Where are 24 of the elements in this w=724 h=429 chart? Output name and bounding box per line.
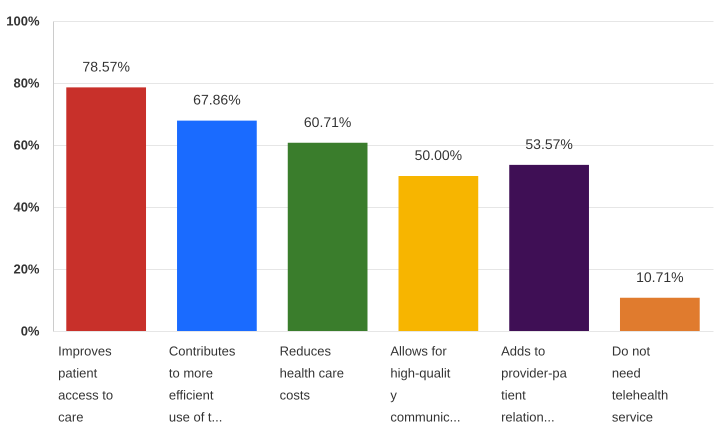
y-tick-label: 0% bbox=[20, 324, 40, 338]
y-tick-label: 80% bbox=[13, 76, 40, 90]
y-tick-label: 20% bbox=[13, 262, 40, 276]
bar bbox=[620, 298, 700, 331]
y-tick-label: 60% bbox=[13, 138, 40, 152]
x-tick-label: Contributes to more efficient use of t... bbox=[168, 344, 236, 424]
x-tick-label: Improves patient access to care bbox=[58, 344, 114, 424]
data-label: 50.00% bbox=[414, 147, 462, 163]
bar bbox=[177, 120, 257, 331]
x-tick-label: Allows for high-qualit y communic... bbox=[390, 344, 460, 424]
y-tick-label: 100% bbox=[6, 14, 40, 28]
bar bbox=[66, 87, 146, 331]
x-tick-label: Adds to provider-pa tient relation... bbox=[501, 344, 568, 424]
data-label: 10.71% bbox=[636, 268, 684, 285]
data-label: 53.57% bbox=[525, 136, 573, 152]
data-label: 67.86% bbox=[193, 92, 241, 108]
bar bbox=[509, 164, 589, 331]
x-tick-label: Reduces health care costs bbox=[280, 344, 344, 402]
data-label: 78.57% bbox=[82, 58, 130, 74]
data-label: 60.71% bbox=[304, 114, 352, 130]
bar bbox=[288, 142, 368, 331]
x-tick-label: Do not need telehealth service bbox=[612, 344, 668, 424]
bar bbox=[398, 176, 478, 331]
y-tick-label: 40% bbox=[13, 200, 40, 214]
